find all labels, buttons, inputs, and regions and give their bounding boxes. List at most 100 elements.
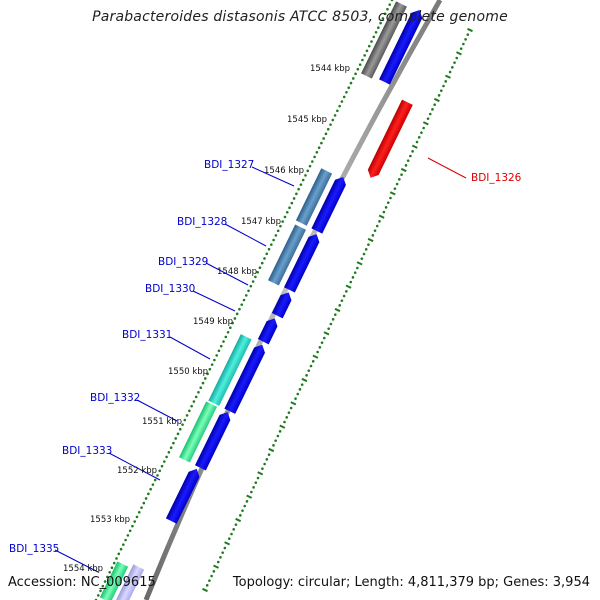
- outer-ring-tick: [345, 290, 348, 293]
- inner-ring-tick: [308, 164, 312, 168]
- outer-ring-tick: [254, 481, 258, 484]
- inner-ring-tick: [285, 211, 289, 214]
- gene-label-bdi-1326[interactable]: BDI_1326: [471, 172, 522, 184]
- outer-ring-tick: [400, 173, 403, 176]
- inner-ring-tick: [137, 511, 141, 514]
- inner-ring-tick: [297, 187, 300, 191]
- gene-label-bdi-1327[interactable]: BDI_1327: [204, 159, 254, 171]
- outer-ring-tick: [300, 383, 304, 386]
- outer-ring-tick: [417, 136, 421, 139]
- outer-ring-tick: [331, 318, 335, 321]
- outer-ring-tick: [267, 453, 271, 456]
- outer-ring-tick: [442, 84, 445, 88]
- inner-ring-tick: [251, 280, 255, 283]
- inner-ring-tick: [192, 400, 196, 403]
- outer-ring-tick: [404, 164, 408, 167]
- inner-ring-tick: [372, 35, 376, 39]
- inner-ring-tick: [390, 0, 394, 2]
- inner-ring-tick: [101, 584, 105, 588]
- gene-gray-top-shape: [361, 1, 407, 79]
- inner-ring-tick: [233, 317, 237, 320]
- outer-ring-tick: [232, 528, 236, 531]
- inner-ring-tick: [329, 123, 332, 126]
- gene-bdi-1327-steel: [295, 168, 333, 226]
- inner-ring-tick: [247, 289, 250, 293]
- leader-line: [205, 262, 249, 286]
- outer-ring-tick: [316, 350, 319, 354]
- kbp-label: 1553 kbp: [90, 515, 130, 525]
- gene-label-bdi-1335[interactable]: BDI_1335: [9, 543, 59, 555]
- inner-ring-tick: [283, 215, 287, 219]
- kbp-label: 1547 kbp: [241, 217, 281, 227]
- outer-ring-tick: [276, 434, 280, 438]
- inner-ring-tick: [381, 17, 385, 20]
- kbp-label: 1550 kbp: [168, 367, 208, 377]
- inner-ring-tick: [188, 409, 191, 413]
- outer-ring-tick: [451, 66, 454, 69]
- inner-ring-tick: [117, 552, 121, 556]
- inner-ring-tick: [260, 261, 264, 265]
- inner-ring-tick: [377, 26, 380, 29]
- outer-ring-tick: [382, 210, 386, 214]
- inner-ring-tick: [99, 589, 102, 593]
- outer-ring-tick: [459, 47, 463, 50]
- outer-ring-tick: [462, 42, 465, 46]
- gene-bdi-1335-mint: [99, 561, 129, 600]
- inner-ring-tick: [229, 326, 232, 329]
- inner-ring-tick: [217, 349, 221, 353]
- outer-ring-tick: [205, 584, 209, 587]
- outer-ring-tick: [309, 364, 313, 368]
- outer-ring-tick: [216, 560, 220, 564]
- inner-ring-tick: [103, 580, 107, 583]
- inner-ring-tick: [235, 312, 239, 316]
- inner-ring-tick: [163, 460, 166, 463]
- gene-bdi-1333: [165, 468, 200, 524]
- gene-label-bdi-1331[interactable]: BDI_1331: [122, 329, 172, 341]
- gene-label-bdi-1333[interactable]: BDI_1333: [62, 445, 112, 457]
- gene-label-bdi-1332[interactable]: BDI_1332: [90, 392, 140, 404]
- inner-ring-tick: [219, 344, 223, 348]
- gene-bdi-1328: [284, 234, 320, 293]
- inner-ring-tick: [388, 3, 392, 6]
- outer-ring-tick: [349, 280, 353, 284]
- outer-ring-tick: [285, 416, 289, 419]
- outer-ring-tick: [415, 140, 419, 144]
- outer-ring-tick: [287, 411, 291, 414]
- inner-ring-tick: [124, 538, 127, 542]
- inner-ring-tick: [367, 44, 371, 48]
- inner-ring-tick: [112, 561, 116, 565]
- outer-ring-tick: [353, 271, 357, 274]
- outer-ring-tick: [389, 196, 392, 200]
- inner-ring-tick: [176, 432, 180, 436]
- outer-ring-tick: [274, 439, 277, 442]
- inner-ring-tick: [301, 178, 305, 182]
- kbp-label: 1554 kbp: [63, 564, 103, 574]
- outer-ring-tick: [342, 294, 346, 298]
- outer-ring-tick: [439, 89, 443, 92]
- leader-line: [169, 336, 211, 360]
- outer-ring-tick: [227, 537, 231, 540]
- outer-ring-tick: [448, 70, 452, 74]
- gene-bdi-1332: [195, 412, 231, 471]
- inner-ring-tick: [304, 174, 307, 177]
- inner-ring-tick: [340, 100, 344, 103]
- outer-ring-tick: [272, 444, 275, 447]
- inner-ring-tick: [295, 192, 298, 196]
- outer-ring-tick: [305, 374, 308, 377]
- gene-label-bdi-1328[interactable]: BDI_1328: [177, 216, 227, 228]
- inner-ring-tick: [142, 501, 146, 505]
- backbone-ring: [143, 0, 443, 600]
- outer-ring-tick: [283, 420, 286, 424]
- gene-label-bdi-1329[interactable]: BDI_1329: [158, 256, 208, 268]
- inner-ring-tick: [131, 524, 134, 528]
- inner-ring-tick: [333, 114, 337, 117]
- outer-ring-tick-major: [334, 307, 341, 313]
- outer-ring-tick: [320, 341, 324, 344]
- inner-ring-tick: [311, 160, 314, 163]
- gene-label-bdi-1330[interactable]: BDI_1330: [145, 283, 195, 295]
- inner-ring-tick: [274, 234, 278, 237]
- gene-bdi-1332-mint: [179, 401, 217, 463]
- inner-ring-tick: [347, 86, 351, 89]
